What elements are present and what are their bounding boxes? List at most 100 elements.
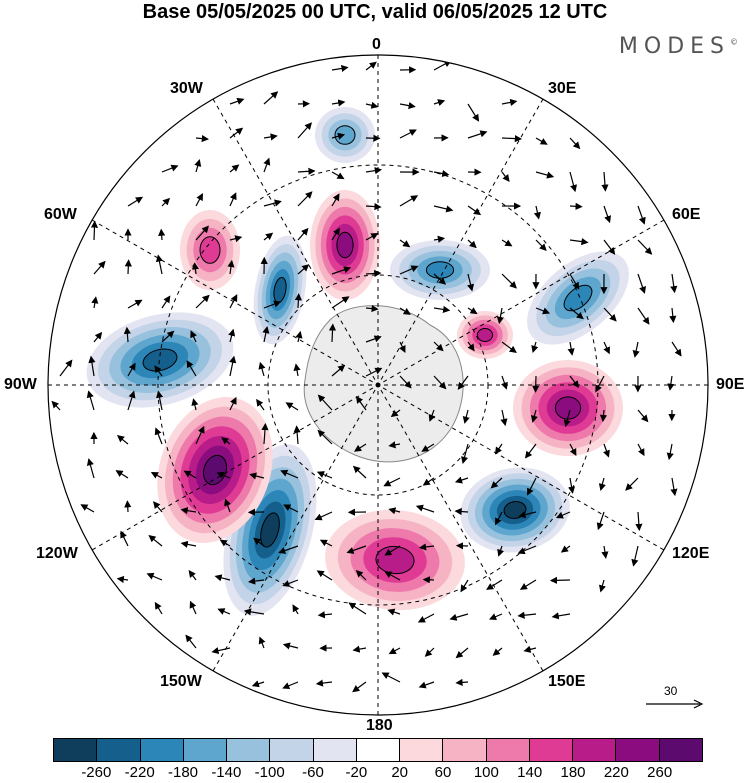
wind-arrow-icon [563,409,571,428]
wind-arrow-icon [263,133,278,141]
wind-arrow-icon [331,171,345,180]
wind-arrow-icon [195,225,210,241]
colorbar-tick-label: 220 [603,764,629,781]
wind-arrow-icon [150,472,163,479]
wind-arrow-icon [454,476,469,484]
wind-arrow-icon [280,469,299,479]
colorbar-cell [529,739,574,761]
wind-arrow-icon [229,164,240,173]
wind-arrow-icon [569,307,584,320]
wind-arrow-icon [263,232,274,241]
wind-arrow-icon [599,409,608,423]
lon-label-150e: 150E [548,673,586,690]
wind-arrow-icon [116,435,129,445]
wind-arrow-icon [667,375,675,391]
wind-arrow-icon [532,375,540,393]
wind-arrow-icon [229,235,243,243]
wind-arrow-icon [418,543,435,551]
wind-arrow-icon [219,539,231,547]
wind-arrow-icon [258,361,266,377]
wind-arrow-icon [214,574,231,582]
wind-arrow-icon [88,355,96,377]
wind-arrow-icon [59,359,73,377]
wind-arrow-icon [263,157,271,173]
lon-label-120w: 120W [36,545,78,562]
wind-arrow-icon [669,307,677,324]
wind-arrow-icon [258,636,266,649]
wind-arrow-icon [457,375,469,390]
wind-arrow-icon [399,341,406,353]
wind-arrow-icon [317,429,333,445]
wind-arrow-icon [161,330,175,343]
wind-arrow-icon [383,477,401,487]
wind-arrow-icon [390,409,401,418]
wind-arrow-icon [295,330,303,343]
wind-arrow-icon [216,471,231,479]
wind-arrow-icon [524,443,537,459]
wind-arrow-icon [399,195,419,207]
wind-arrow-icon [388,441,401,449]
wind-arrow-icon [282,681,299,690]
wind-vectors [51,60,682,693]
wind-arrow-icon [569,375,580,389]
wind-arrow-icon [501,98,518,106]
colorbar [53,738,703,762]
wind-arrow-icon [282,579,299,587]
wind-arrow-icon [560,545,571,553]
wind-arrow-icon [488,613,503,620]
wind-arrow-icon [297,122,312,139]
colorbar-tick-label: -180 [167,764,199,781]
wind-arrow-icon [283,504,299,513]
anomaly-contour-pink-northeast-small [476,328,494,342]
wind-arrow-icon [227,259,235,275]
wind-arrow-icon [595,375,605,393]
wind-arrow-icon [195,294,210,309]
wind-arrow-icon [346,545,367,554]
wind-arrow-icon [221,437,231,445]
colorbar-cell [659,739,702,761]
wind-arrow-icon [384,571,401,581]
wind-arrow-icon [249,472,265,480]
wind-arrow-icon [155,254,163,275]
wind-arrow-icon [348,602,367,615]
wind-arrow-icon [127,299,143,309]
wind-arrow-icon [186,360,197,377]
wind-arrow-icon [635,511,643,532]
wind-arrow-icon [153,501,163,513]
wind-arrow-icon [492,647,503,656]
wind-arrow-icon [189,600,197,615]
wind-arrow-icon [603,307,617,322]
wind-arrow-icon [631,545,639,567]
wind-arrow-icon [467,341,475,352]
wind-arrow-icon [603,205,612,224]
wind-arrow-icon [365,233,379,241]
wind-arrow-icon [501,239,513,247]
wind-arrow-icon [263,199,282,207]
wind-arrow-icon [331,364,346,377]
wind-arrow-icon [156,390,164,411]
wind-arrow-icon [399,265,419,275]
wind-arrow-icon [632,341,640,358]
wind-arrow-icon [229,396,237,411]
wind-arrow-icon [399,102,416,110]
colorbar-cell [183,739,228,761]
colorbar-tick-label: 260 [647,764,673,781]
wind-arrow-icon [116,575,129,584]
wind-arrow-icon [535,239,547,251]
wind-arrow-icon [433,205,454,213]
wind-arrow-icon [388,507,401,515]
wind-arrow-icon [569,202,583,210]
wind-arrow-icon [90,220,99,241]
colorbar-ticks: -260 -220 -180 -140 -100 -60 -20 20 60 100 140 180 2… [53,764,703,782]
wind-arrow-icon [461,443,469,464]
wind-arrow-icon [460,579,469,593]
wind-arrow-icon [519,579,537,590]
wind-arrow-icon [535,307,551,315]
wind-arrow-icon [428,409,436,422]
wind-arrow-icon [535,171,555,179]
wind-arrow-icon [124,500,132,513]
wind-arrow-icon [637,409,649,423]
colorbar-cell [313,739,357,761]
wind-arrow-icon [314,511,333,521]
wind-arrow-icon [601,545,609,559]
